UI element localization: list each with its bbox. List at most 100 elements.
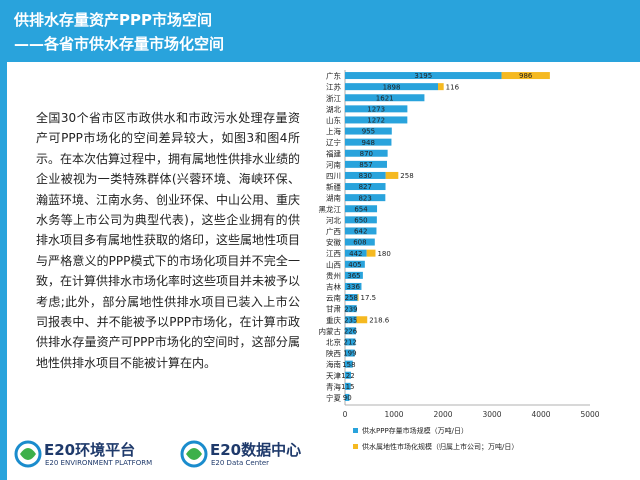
bar-chart: 广东 3195 986 江苏 1898 116 浙江 1621 湖北 1273 山东 1272 上海 95… — [319, 70, 600, 451]
bar-series2 — [438, 83, 444, 91]
category-label: 宁夏 — [326, 392, 341, 402]
category-label: 贵州 — [326, 270, 341, 280]
bar-series1 — [345, 382, 351, 390]
legend-label: 供水PPP存量市场规模（万吨/日） — [362, 426, 468, 435]
bar-series2 — [356, 316, 368, 324]
category-label: 海南 — [326, 359, 341, 369]
e20-data-name: E20数据中心 — [210, 441, 302, 459]
bar-series1 — [345, 116, 408, 124]
category-label: 湖北 — [326, 105, 341, 114]
data-label: 986 — [519, 72, 533, 80]
bar-series2 — [501, 72, 550, 80]
page-title: 供排水存量资产PPP市场空间 — [14, 11, 212, 29]
data-label: 218.6 — [369, 316, 390, 324]
bar-series1 — [345, 249, 367, 257]
x-tick-label: 4000 — [531, 410, 550, 419]
data-label: 258 — [400, 172, 413, 180]
bar-series1 — [345, 305, 357, 313]
bar-series1 — [345, 105, 408, 113]
category-label: 天津 — [326, 371, 341, 380]
data-label: 955 — [362, 128, 375, 136]
bar-series1 — [345, 149, 388, 157]
bar-series1 — [345, 338, 356, 346]
data-label: 365 — [347, 272, 360, 280]
data-label: 1273 — [367, 105, 385, 113]
data-label: 823 — [358, 194, 371, 202]
category-label: 北京 — [326, 337, 341, 347]
data-label: 608 — [353, 239, 366, 247]
bar-series1 — [345, 360, 353, 368]
x-tick-label: 1000 — [384, 410, 403, 419]
data-label: 180 — [377, 250, 390, 258]
data-label: 158 — [342, 361, 355, 369]
category-label: 安徽 — [326, 237, 341, 247]
bar-series1 — [345, 227, 377, 235]
data-label: 17.5 — [360, 294, 376, 302]
category-label: 福建 — [326, 148, 341, 158]
category-label: 四川 — [326, 171, 341, 180]
e20-platform-sub: E20 ENVIRONMENT PLATFORM — [45, 459, 153, 467]
e20-data-logo: E20数据中心 E20 Data Center — [180, 437, 330, 473]
category-label: 陕西 — [326, 348, 341, 358]
bar-series1 — [345, 349, 355, 357]
data-label: 115 — [341, 383, 354, 391]
category-label: 重庆 — [326, 315, 341, 325]
category-label: 吉林 — [326, 281, 341, 291]
bar-series1 — [345, 238, 375, 246]
bar-series1 — [345, 183, 386, 191]
data-label: 650 — [354, 216, 367, 224]
category-label: 内蒙古 — [319, 326, 342, 336]
category-label: 广东 — [326, 71, 341, 81]
bar-series1 — [345, 371, 351, 379]
data-label: 642 — [354, 228, 367, 236]
bar-series1 — [345, 83, 439, 91]
category-label: 浙江 — [326, 93, 341, 103]
bar-series1 — [345, 127, 392, 135]
bar-series1 — [345, 72, 502, 80]
left-accent-bar — [0, 62, 7, 480]
title-banner: 供排水存量资产PPP市场空间 ——各省市供水存量市场化空间 — [0, 0, 640, 62]
bar-series1 — [345, 393, 350, 401]
page-subtitle: ——各省市供水存量市场化空间 — [14, 35, 225, 53]
bar-series1 — [345, 194, 386, 202]
x-tick-label: 5000 — [580, 410, 599, 419]
data-label: 1621 — [376, 94, 394, 102]
x-tick-label: 3000 — [482, 410, 501, 419]
x-tick-label: 0 — [343, 410, 348, 419]
data-label: 1898 — [383, 83, 401, 91]
bar-series1 — [345, 260, 365, 268]
data-label: 405 — [348, 261, 361, 269]
data-label: 442 — [349, 250, 362, 258]
e20-platform-logo: E20环境平台 E20 ENVIRONMENT PLATFORM — [14, 437, 174, 473]
category-label: 山东 — [326, 115, 341, 125]
data-label: 1272 — [367, 117, 385, 125]
data-label: 122 — [341, 372, 354, 380]
legend-swatch — [353, 444, 358, 449]
data-label: 226 — [344, 327, 358, 335]
category-label: 甘肃 — [326, 304, 341, 314]
bar-series1 — [345, 282, 362, 290]
bar-series2 — [366, 249, 376, 257]
bar-series1 — [345, 216, 377, 224]
data-label: 857 — [359, 161, 372, 169]
data-label: 235 — [344, 316, 357, 324]
bar-series1 — [345, 171, 386, 179]
legend-swatch — [353, 428, 358, 433]
category-label: 新疆 — [326, 182, 341, 192]
data-label: 654 — [354, 205, 368, 213]
category-label: 广西 — [326, 226, 341, 236]
data-label: 212 — [344, 339, 357, 347]
body-paragraph: 全国30个省市区市政供水和市政污水处理存量资产可PPP市场化的空间差异较大，如图… — [36, 111, 301, 370]
category-label: 山西 — [326, 259, 341, 269]
data-label: 90 — [343, 394, 352, 402]
data-label: 830 — [359, 172, 372, 180]
bar-series1 — [345, 294, 358, 302]
x-tick-label: 2000 — [433, 410, 452, 419]
bar-series2 — [385, 171, 399, 179]
category-label: 青海 — [326, 381, 341, 391]
logo-area: E20环境平台 E20 ENVIRONMENT PLATFORM E20数据中心… — [14, 437, 334, 473]
category-label: 湖南 — [326, 193, 341, 203]
data-label: 336 — [347, 283, 361, 291]
data-label: 258 — [345, 294, 358, 302]
category-label: 上海 — [326, 126, 341, 136]
